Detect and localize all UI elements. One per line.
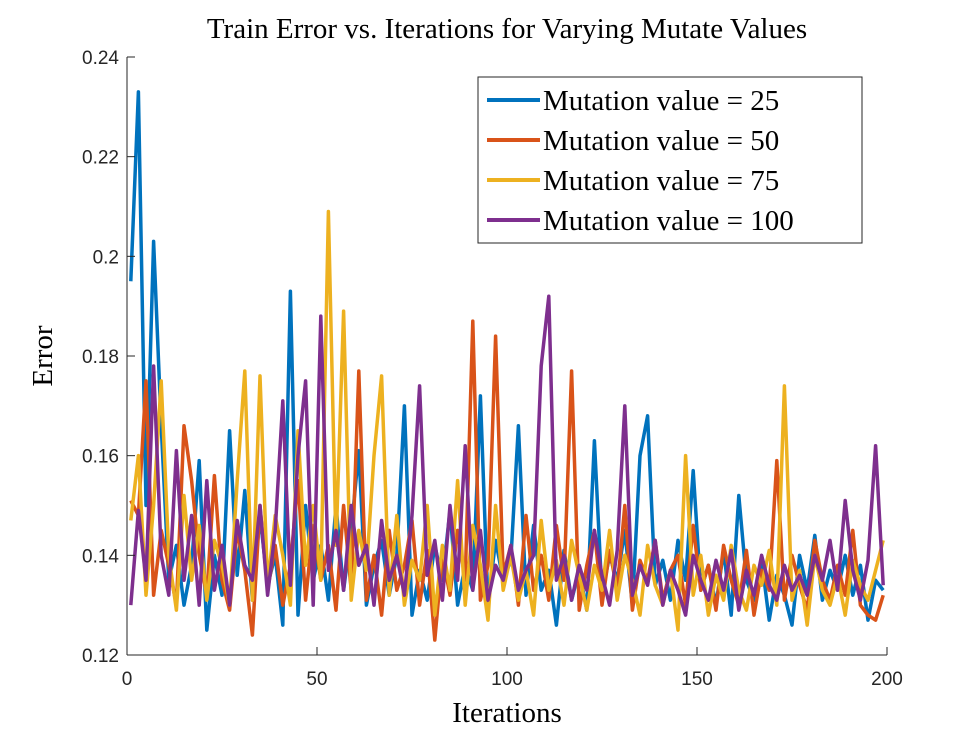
y-axis-label: Error bbox=[27, 325, 59, 387]
y-tick-label: 0.22 bbox=[82, 148, 119, 169]
x-tick-label: 100 bbox=[491, 669, 523, 690]
legend-label: Mutation value = 100 bbox=[543, 205, 794, 237]
x-tick-label: 150 bbox=[681, 669, 713, 690]
x-axis-label: Iterations bbox=[452, 697, 562, 729]
y-tick-label: 0.14 bbox=[82, 546, 119, 567]
legend-box bbox=[477, 76, 863, 244]
x-tick-label: 0 bbox=[122, 669, 133, 690]
legend-label: Mutation value = 75 bbox=[543, 165, 779, 197]
y-tick-label: 0.2 bbox=[93, 247, 119, 268]
y-tick-label: 0.16 bbox=[82, 447, 119, 468]
legend-label: Mutation value = 50 bbox=[543, 125, 779, 157]
chart-title: Train Error vs. Iterations for Varying M… bbox=[207, 13, 807, 45]
series-line bbox=[129, 319, 885, 642]
x-tick-label: 50 bbox=[306, 669, 327, 690]
y-tick-label: 0.24 bbox=[82, 48, 119, 69]
legend-label: Mutation value = 25 bbox=[543, 85, 779, 117]
y-tick-label: 0.12 bbox=[82, 646, 119, 667]
x-tick-label: 200 bbox=[871, 669, 903, 690]
series-line bbox=[129, 294, 885, 617]
legend: Mutation value = 25 Mutation value = 50 Mu… bbox=[477, 76, 863, 244]
y-tick-label: 0.18 bbox=[82, 347, 119, 368]
